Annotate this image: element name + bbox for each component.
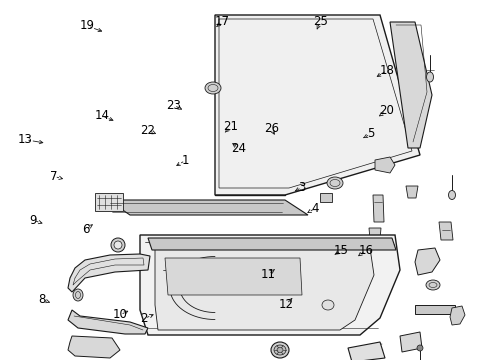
Text: 22: 22 <box>140 124 155 137</box>
Polygon shape <box>215 15 419 195</box>
Polygon shape <box>399 332 421 352</box>
Text: 14: 14 <box>94 109 109 122</box>
Ellipse shape <box>111 238 125 252</box>
Polygon shape <box>405 186 417 198</box>
Text: 11: 11 <box>260 268 275 281</box>
Text: 1: 1 <box>182 154 189 167</box>
Text: 13: 13 <box>18 133 33 146</box>
Polygon shape <box>449 306 464 325</box>
Text: 25: 25 <box>312 15 327 28</box>
Text: 23: 23 <box>166 99 181 112</box>
Ellipse shape <box>416 345 422 351</box>
Polygon shape <box>140 235 399 335</box>
Text: 17: 17 <box>215 15 229 28</box>
Text: 5: 5 <box>366 127 374 140</box>
Polygon shape <box>319 193 331 202</box>
Polygon shape <box>414 248 439 275</box>
Polygon shape <box>155 248 373 330</box>
Ellipse shape <box>447 190 454 199</box>
Polygon shape <box>68 336 120 358</box>
Text: 7: 7 <box>50 170 58 183</box>
Ellipse shape <box>426 72 433 82</box>
Ellipse shape <box>273 345 285 355</box>
Polygon shape <box>108 200 307 215</box>
Text: 8: 8 <box>38 293 45 306</box>
Polygon shape <box>68 254 150 292</box>
Text: 6: 6 <box>81 223 89 236</box>
Polygon shape <box>414 305 454 314</box>
Text: 24: 24 <box>231 142 245 155</box>
Polygon shape <box>164 258 302 295</box>
Polygon shape <box>347 342 384 360</box>
Ellipse shape <box>204 82 221 94</box>
Polygon shape <box>222 22 407 185</box>
Text: 10: 10 <box>112 309 127 321</box>
Ellipse shape <box>276 347 283 352</box>
Text: 19: 19 <box>80 19 94 32</box>
Text: 4: 4 <box>311 202 319 215</box>
Text: 18: 18 <box>379 64 394 77</box>
Ellipse shape <box>73 289 83 301</box>
Polygon shape <box>95 193 123 211</box>
Text: 2: 2 <box>140 312 148 325</box>
Text: 21: 21 <box>223 120 238 133</box>
Text: 9: 9 <box>29 214 37 227</box>
Text: 26: 26 <box>264 122 278 135</box>
Polygon shape <box>438 222 452 240</box>
Ellipse shape <box>270 342 288 358</box>
Ellipse shape <box>326 177 342 189</box>
Ellipse shape <box>425 280 439 290</box>
Polygon shape <box>372 195 383 222</box>
Polygon shape <box>148 238 395 250</box>
Text: 16: 16 <box>358 244 372 257</box>
Ellipse shape <box>114 241 122 249</box>
Text: 20: 20 <box>378 104 393 117</box>
Polygon shape <box>368 228 380 240</box>
Text: 3: 3 <box>298 181 305 194</box>
Ellipse shape <box>321 300 333 310</box>
Polygon shape <box>389 22 431 148</box>
Polygon shape <box>68 310 148 334</box>
Text: 12: 12 <box>278 298 293 311</box>
Text: 15: 15 <box>333 244 348 257</box>
Polygon shape <box>374 157 394 173</box>
